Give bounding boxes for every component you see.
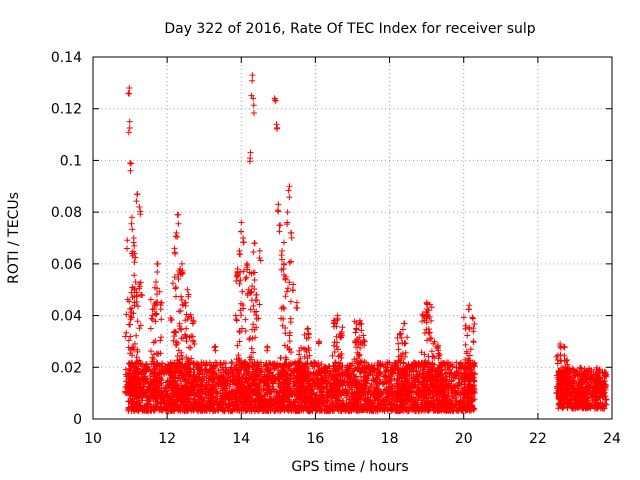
data-point [412, 396, 419, 403]
data-point [314, 385, 321, 392]
data-point [226, 383, 233, 390]
data-point [391, 382, 398, 389]
data-point [408, 403, 415, 410]
data-point [373, 379, 380, 386]
data-point [320, 394, 327, 401]
data-point [147, 375, 154, 382]
data-point [212, 382, 219, 389]
data-point [179, 370, 186, 377]
data-point [410, 368, 417, 375]
data-point [318, 361, 325, 368]
data-points [122, 72, 610, 415]
data-point [266, 393, 273, 400]
data-point [349, 377, 356, 384]
data-point [380, 389, 387, 396]
data-point [414, 378, 421, 385]
data-point [365, 372, 372, 379]
data-point [287, 359, 294, 366]
data-point [384, 394, 391, 401]
data-point [323, 396, 330, 403]
data-point [318, 388, 325, 395]
data-point [275, 380, 282, 387]
data-point [388, 392, 395, 399]
